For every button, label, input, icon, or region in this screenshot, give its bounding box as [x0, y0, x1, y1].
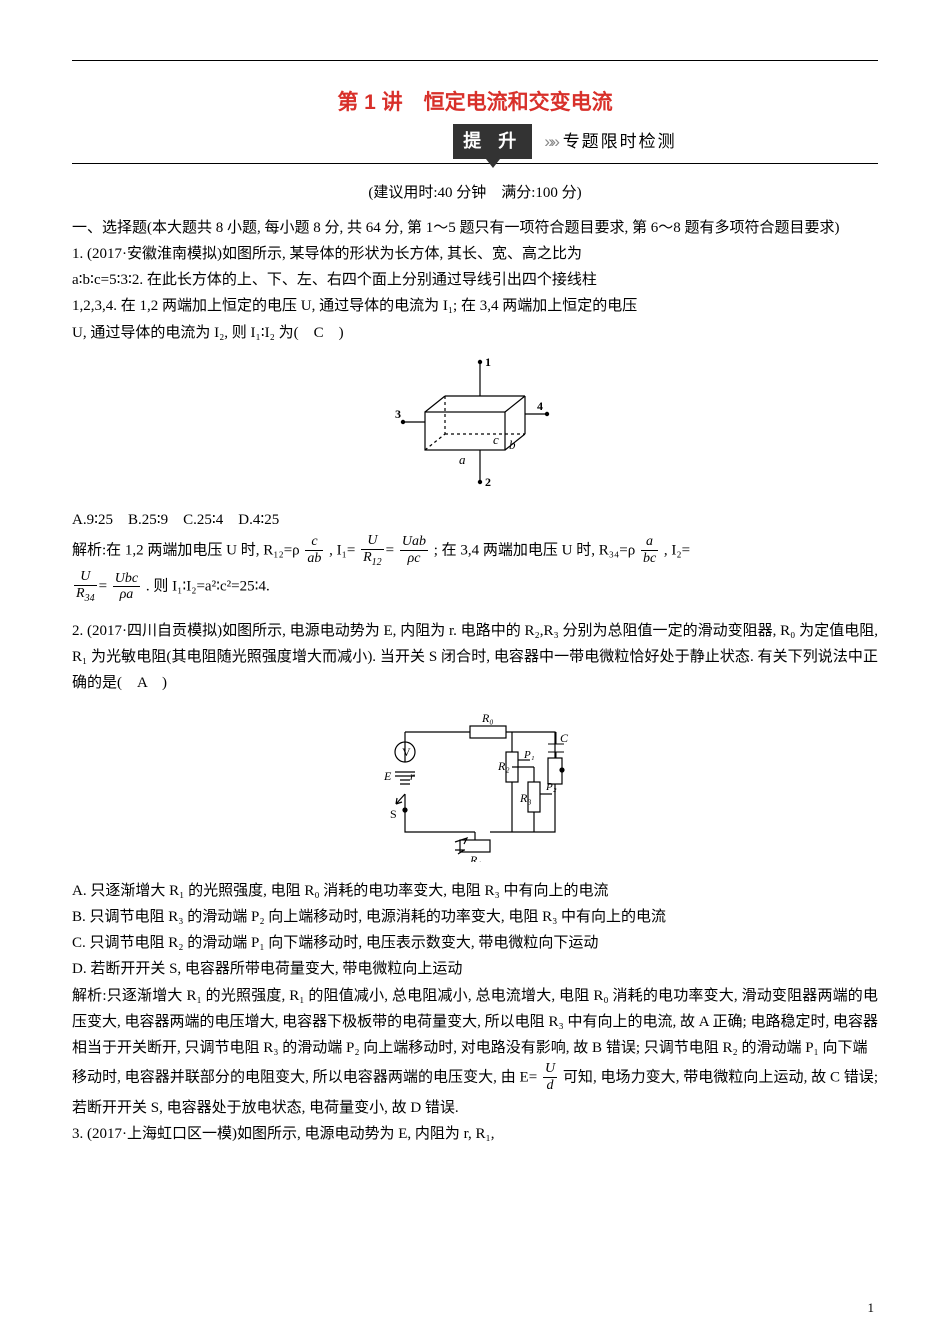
lecture-title: 第 1 讲 恒定电流和交变电流	[72, 85, 878, 122]
q2-solution2: 移动时, 电容器并联部分的电阻变大, 所以电容器两端的电压变大, 由 E= Ud…	[72, 1061, 878, 1121]
page-number: 1	[868, 1297, 875, 1320]
svg-text:R₃: R₃	[519, 791, 532, 805]
svg-text:C: C	[560, 731, 569, 745]
subtitle-row: 提 升 » » 专题限时检测	[72, 124, 878, 165]
svg-text:E: E	[383, 769, 392, 783]
frac-Uab-rhoc: Uabρc	[400, 534, 428, 568]
q2-figure: V E r S R₀ R₂ R₃ R₁ P₁ P₂ C	[72, 702, 878, 871]
svg-text:4: 4	[537, 399, 543, 413]
svg-text:c: c	[493, 432, 499, 447]
svg-text:a: a	[459, 452, 466, 467]
q1-line4: U, 通过导体的电流为 I₂, 则 I₁∶I₂ 为( C )	[72, 320, 878, 346]
svg-text:r: r	[410, 769, 415, 783]
badge-label: 提 升	[453, 124, 532, 160]
svg-text:R₂: R₂	[497, 759, 510, 773]
q3-stem: 3. (2017·上海虹口区一模)如图所示, 电源电动势为 E, 内阻为 r, …	[72, 1121, 878, 1147]
q1-solution-line2: UR34= Ubcρa . 则 I₁∶I₂=a²∶c²=25∶4.	[72, 569, 878, 605]
q2-optC: C. 只调节电阻 R₂ 的滑动端 P₁ 向下端移动时, 电压表示数变大, 带电微…	[72, 930, 878, 956]
frac-c-ab: cab	[305, 534, 323, 568]
q2-solution1: 解析:只逐渐增大 R₁ 的光照强度, R₁ 的阻值减小, 总电阻减小, 总电流增…	[72, 983, 878, 1062]
title-block: 第 1 讲 恒定电流和交变电流 提 升 » » 专题限时检测	[72, 85, 878, 164]
svg-text:V: V	[402, 745, 411, 759]
svg-text:S: S	[390, 807, 397, 821]
q1-figure: 1 2 3 4 a b c	[72, 352, 878, 501]
q2-optB: B. 只调节电阻 R₃ 的滑动端 P₂ 向上端移动时, 电源消耗的功率变大, 电…	[72, 904, 878, 930]
frac-Ubc-rhoa: Ubcρa	[113, 571, 140, 605]
q1-options: A.9∶25 B.25∶9 C.25∶4 D.4∶25	[72, 507, 878, 533]
frac-U-d: Ud	[543, 1061, 557, 1095]
svg-text:b: b	[509, 437, 516, 452]
svg-text:3: 3	[395, 407, 401, 421]
svg-text:P₁: P₁	[523, 749, 535, 761]
frac-a-bc: abc	[641, 534, 658, 568]
svg-text:P₂: P₂	[545, 781, 557, 793]
svg-text:R₀: R₀	[481, 711, 494, 725]
svg-text:2: 2	[485, 475, 491, 489]
q1-line2: a∶b∶c=5∶3∶2. 在此长方体的上、下、左、右四个面上分别通过导线引出四个…	[72, 267, 878, 293]
q2-optD: D. 若断开开关 S, 电容器所带电荷量变大, 带电微粒向上运动	[72, 956, 878, 982]
q2-stem: 2. (2017·四川自贡模拟)如图所示, 电源电动势为 E, 内阻为 r. 电…	[72, 618, 878, 697]
svg-text:1: 1	[485, 355, 491, 369]
q1-solution-line1: 解析:在 1,2 两端加电压 U 时, R₁₂=ρ cab , I₁= UR12…	[72, 533, 878, 569]
q1-line1: 1. (2017·安徽淮南模拟)如图所示, 某导体的形状为长方体, 其长、宽、高…	[72, 241, 878, 267]
frac-U-R34: UR34	[74, 569, 97, 605]
chevron-icon: » »	[544, 132, 556, 151]
subtitle-text: » » 专题限时检测	[544, 127, 676, 157]
top-rule	[72, 60, 878, 61]
badge-arrow-icon	[486, 159, 500, 168]
q2-optA: A. 只逐渐增大 R₁ 的光照强度, 电阻 R₀ 消耗的电功率变大, 电阻 R₃…	[72, 878, 878, 904]
svg-text:R₁: R₁	[469, 853, 482, 862]
frac-U-R12: UR12	[361, 533, 384, 569]
q1-line3: 1,2,3,4. 在 1,2 两端加上恒定的电压 U, 通过导体的电流为 I₁;…	[72, 293, 878, 319]
time-info: (建议用时:40 分钟 满分:100 分)	[72, 180, 878, 206]
section-heading: 一、选择题(本大题共 8 小题, 每小题 8 分, 共 64 分, 第 1～5 …	[72, 215, 878, 241]
